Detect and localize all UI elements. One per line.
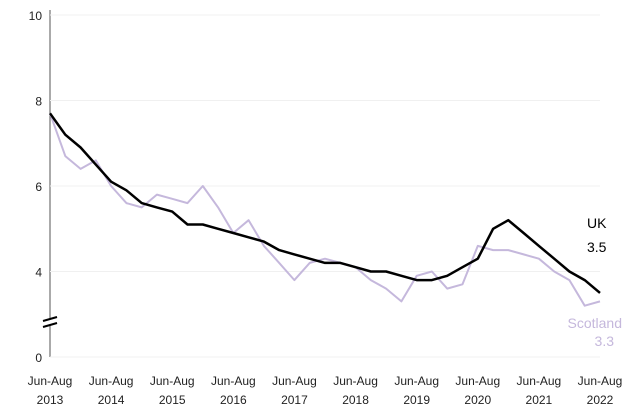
x-tick-label-line: 2015 (159, 393, 186, 407)
y-tick-label: 10 (29, 9, 43, 23)
y-tick-label: 4 (35, 266, 42, 280)
x-tick-label: Jun-Aug 2013 (28, 374, 73, 407)
x-tick-label-line: 2018 (342, 393, 369, 407)
x-tick-label-line: 2017 (281, 393, 308, 407)
y-tick-label: 0 (35, 351, 42, 365)
x-tick-label-line: Jun-Aug (28, 374, 73, 388)
y-tick-label: 6 (35, 180, 42, 194)
end-value-label: 3.5 (587, 239, 607, 255)
x-tick-label-line: Jun-Aug (150, 374, 195, 388)
x-tick-label-line: Jun-Aug (272, 374, 317, 388)
series-line (48, 112, 601, 294)
axis-break (42, 322, 58, 328)
x-tick-label-line: 2013 (37, 393, 64, 407)
x-tick-label: Jun-Aug 2018 (333, 374, 378, 407)
x-tick-label-line: 2019 (403, 393, 430, 407)
x-tick-label: Jun-Aug 2021 (517, 374, 562, 407)
x-tick-label: Jun-Aug 2017 (272, 374, 317, 407)
x-tick-label: Jun-Aug 2022 (578, 374, 623, 407)
x-tick-label-line: 2022 (587, 393, 614, 407)
axis-break (42, 316, 58, 322)
x-tick-label-line: Jun-Aug (455, 374, 500, 388)
end-value-label: 3.3 (595, 333, 615, 349)
x-tick-label-line: Jun-Aug (333, 374, 378, 388)
x-tick-label-line: 2020 (464, 393, 491, 407)
x-tick-label: Jun-Aug 2015 (150, 374, 195, 407)
x-tick-label-line: Jun-Aug (578, 374, 623, 388)
series-label: Scotland (568, 315, 622, 331)
x-tick-label-line: Jun-Aug (517, 374, 562, 388)
x-tick-label-line: Jun-Aug (89, 374, 134, 388)
x-tick-label-line: Jun-Aug (394, 374, 439, 388)
x-tick-label: Jun-Aug 2020 (455, 374, 500, 407)
axis-break-gap (42, 318, 58, 326)
x-tick-label-line: 2014 (98, 393, 125, 407)
x-tick-label-line: 2021 (526, 393, 553, 407)
x-tick-label-line: 2016 (220, 393, 247, 407)
x-tick-label: Jun-Aug 2016 (211, 374, 256, 407)
series-line (49, 112, 601, 307)
x-tick-label-line: Jun-Aug (211, 374, 256, 388)
x-tick-label: Jun-Aug 2014 (89, 374, 134, 407)
y-tick-label: 8 (35, 95, 42, 109)
x-tick-label: Jun-Aug 2019 (394, 374, 439, 407)
series-label: UK (587, 215, 607, 231)
